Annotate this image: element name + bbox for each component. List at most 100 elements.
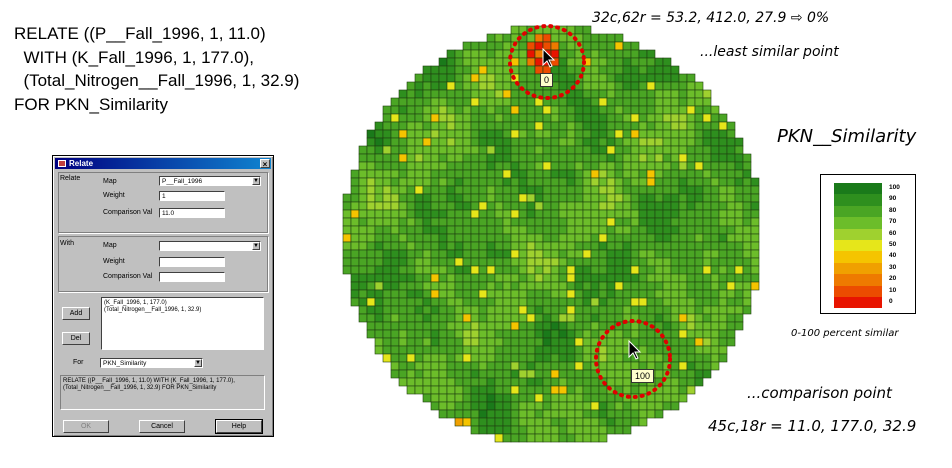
map-cell [422, 313, 432, 323]
map-cell [606, 153, 616, 163]
map-cell [366, 241, 376, 251]
map-cell [398, 297, 408, 307]
ok-button[interactable]: OK [63, 420, 109, 433]
map-cell [574, 185, 584, 195]
help-button[interactable]: Help [215, 419, 263, 434]
map-cell [742, 153, 752, 163]
map-cell [534, 241, 544, 251]
map-cell [654, 185, 664, 195]
map-cell [446, 153, 456, 163]
map-cell [638, 65, 648, 75]
map-cell [582, 121, 592, 131]
map-cell [350, 169, 360, 179]
map-cell [358, 145, 368, 155]
map-cell [390, 305, 400, 315]
with-weight-field[interactable] [159, 257, 225, 267]
map-cell [550, 265, 560, 275]
cancel-button[interactable]: Cancel [139, 420, 185, 433]
map-cell [710, 177, 720, 187]
map-cell [422, 241, 432, 251]
map-cell [646, 409, 656, 419]
map-cell [654, 129, 664, 139]
map-cell [614, 57, 624, 67]
map-cell [382, 257, 392, 267]
with-weight-label: Weight [103, 258, 125, 265]
map-cell [502, 329, 512, 339]
map-cell [494, 185, 504, 195]
map-cell [694, 305, 704, 315]
map-cell [526, 305, 536, 315]
relate-map-select[interactable]: P__Fall_1996 ▼ [159, 176, 261, 186]
map-cell [590, 169, 600, 179]
relate-weight-field[interactable]: 1 [159, 191, 225, 201]
map-cell [566, 305, 576, 315]
map-cell [678, 385, 688, 395]
map-cell [406, 297, 416, 307]
map-cell [558, 57, 568, 67]
map-cell [550, 113, 560, 123]
map-cell [606, 209, 616, 219]
chevron-down-icon[interactable]: ▼ [252, 242, 260, 250]
map-cell [446, 113, 456, 123]
map-cell [502, 401, 512, 411]
map-cell [566, 97, 576, 107]
map-cell [390, 129, 400, 139]
map-cell [374, 321, 384, 331]
map-cell [462, 73, 472, 83]
map-cell [742, 233, 752, 243]
map-cell [558, 265, 568, 275]
map-cell [502, 289, 512, 299]
for-select[interactable]: PKN_Similarity ▼ [100, 358, 203, 368]
map-cell [510, 433, 520, 443]
map-cell [662, 145, 672, 155]
list-item[interactable]: (Total_Nitrogen__Fall_1996, 1, 32.9) [104, 307, 202, 313]
map-cell [718, 353, 728, 363]
add-button[interactable]: Add [62, 307, 90, 320]
map-cell [518, 105, 528, 115]
map-cell [542, 169, 552, 179]
relate-comparison-field[interactable]: 11.0 [159, 208, 225, 218]
map-cell [502, 385, 512, 395]
map-cell [478, 385, 488, 395]
del-button[interactable]: Del [62, 332, 90, 345]
with-comparison-field[interactable] [159, 272, 225, 282]
list-item[interactable]: (K_Fall_1996, 1, 177.0) [104, 300, 167, 306]
map-cell [430, 265, 440, 275]
map-cell [694, 145, 704, 155]
map-cell [494, 105, 504, 115]
map-cell [414, 313, 424, 323]
map-cell [502, 377, 512, 387]
map-cell [646, 209, 656, 219]
map-cell [454, 313, 464, 323]
with-map-select[interactable]: ▼ [159, 241, 261, 251]
map-cell [598, 225, 608, 235]
map-cell [574, 369, 584, 379]
map-cell [662, 289, 672, 299]
map-cell [566, 425, 576, 435]
map-cell [446, 57, 456, 67]
map-cell [734, 209, 744, 219]
map-cell [454, 89, 464, 99]
map-cell [478, 393, 488, 403]
map-cell [382, 281, 392, 291]
map-cell [366, 297, 376, 307]
map-cell [598, 257, 608, 267]
map-cell [486, 425, 496, 435]
map-cell [462, 281, 472, 291]
map-cell [646, 105, 656, 115]
chevron-down-icon[interactable]: ▼ [194, 359, 202, 367]
map-cell [510, 297, 520, 307]
map-cell [518, 121, 528, 131]
map-cell [622, 425, 632, 435]
map-cell [606, 249, 616, 259]
chevron-down-icon[interactable]: ▼ [252, 177, 260, 185]
map-cell [550, 225, 560, 235]
map-cell [726, 313, 736, 323]
close-icon[interactable]: × [260, 159, 270, 169]
map-cell [518, 417, 528, 427]
map-cell [382, 289, 392, 299]
with-list[interactable]: (K_Fall_1996, 1, 177.0) (Total_Nitrogen_… [101, 297, 264, 350]
map-cell [718, 257, 728, 267]
map-cell [470, 41, 480, 51]
map-cell [734, 193, 744, 203]
